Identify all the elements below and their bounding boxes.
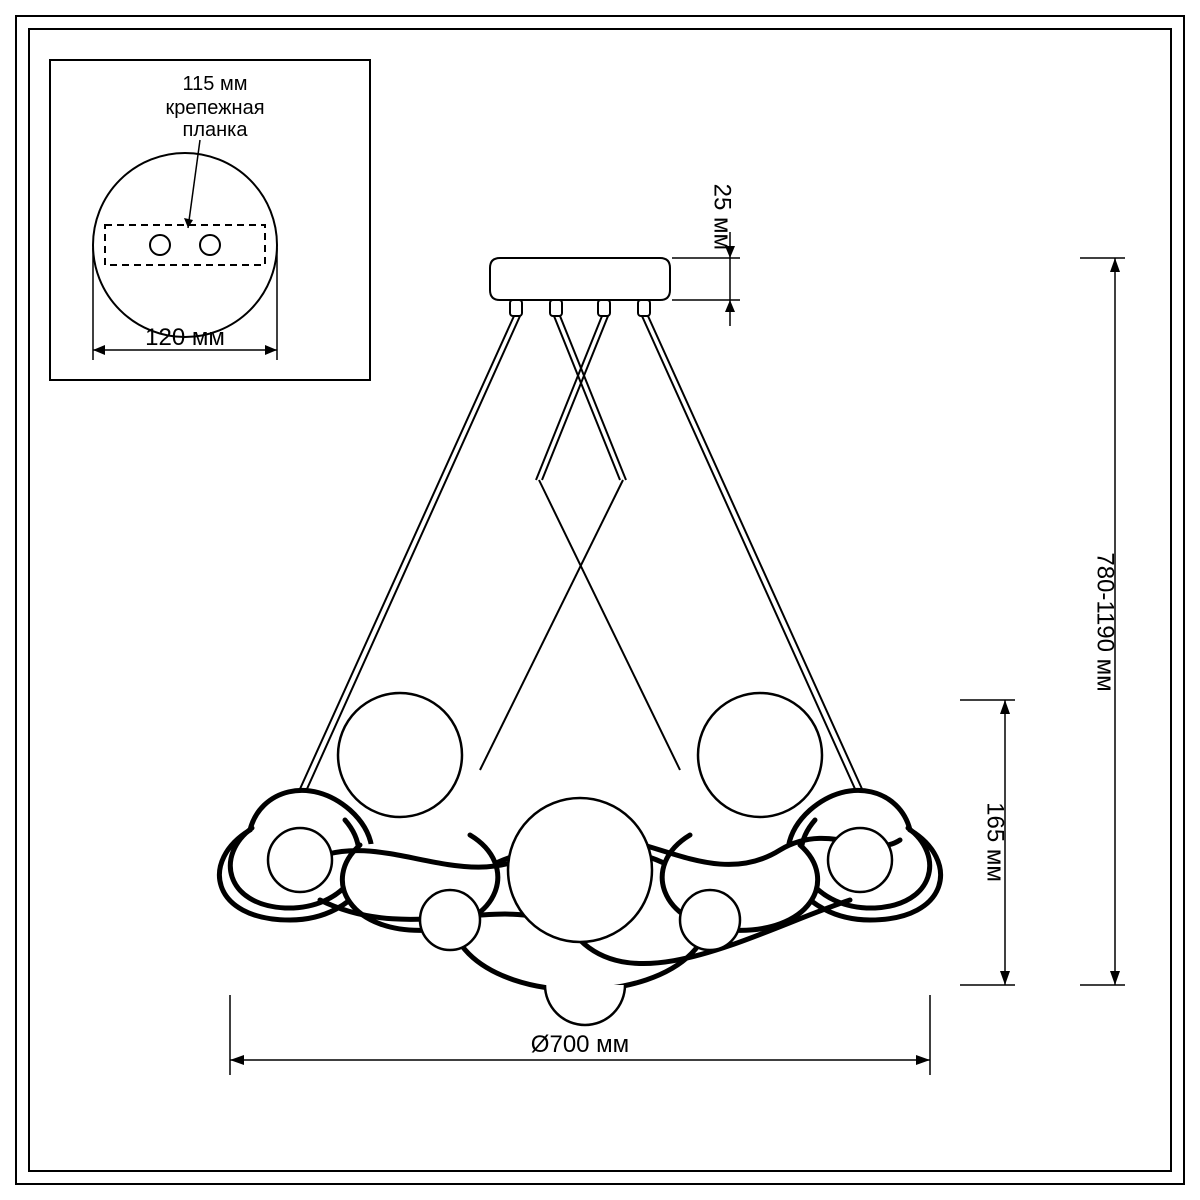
technical-drawing: 115 мм крепежная планка 120 мм 25 мм	[0, 0, 1200, 1200]
canopy	[490, 258, 670, 316]
dim-total-height: 780-1190 мм	[1080, 258, 1125, 985]
dim-fixture-height: 165 мм	[960, 700, 1015, 985]
inset-bracket-name-2: планка	[183, 119, 249, 141]
inset-panel: 115 мм крепежная планка 120 мм	[50, 60, 370, 380]
canopy-height-label: 25 мм	[709, 184, 736, 250]
diameter-label: Ø700 мм	[531, 1031, 629, 1058]
fixture-height-label: 165 мм	[982, 802, 1009, 882]
dim-canopy-height: 25 мм	[672, 184, 740, 326]
inset-diameter-label: 120 мм	[145, 324, 225, 351]
inset-bracket-name-1: крепежная	[165, 97, 264, 119]
inset-bracket-width: 115 мм	[183, 73, 248, 95]
total-height-label: 780-1190 мм	[1092, 552, 1119, 691]
